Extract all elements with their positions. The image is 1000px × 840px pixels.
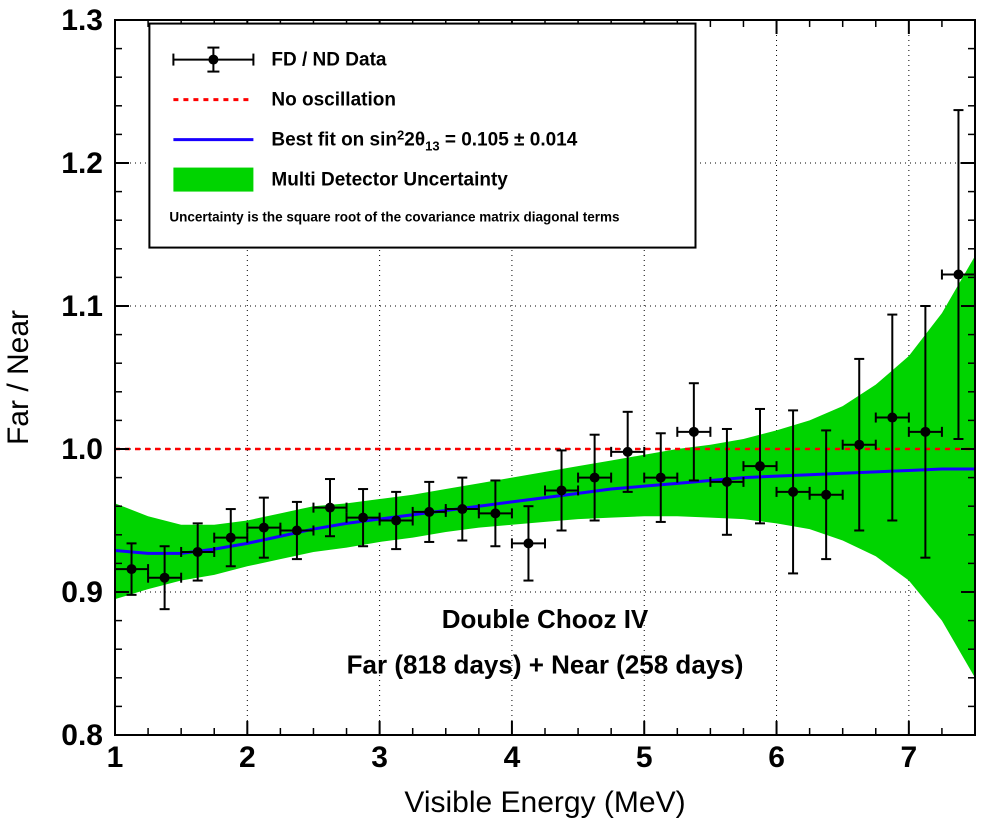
x-tick-label: 7 <box>901 741 918 774</box>
data-point <box>391 516 401 526</box>
data-point <box>160 573 170 583</box>
data-point <box>920 427 930 437</box>
y-tick-label: 0.9 <box>61 576 103 609</box>
data-point <box>127 564 137 574</box>
x-tick-label: 4 <box>504 741 521 774</box>
data-point <box>226 533 236 543</box>
chart-container: Double Chooz IV Far (818 days) + Near (25… <box>0 0 1000 840</box>
x-tick-label: 6 <box>768 741 785 774</box>
data-point <box>490 508 500 518</box>
data-point <box>358 513 368 523</box>
legend-label: No oscillation <box>271 90 396 111</box>
annotation-text: Far (818 days) + Near (258 days) <box>347 650 744 680</box>
data-point <box>292 526 302 536</box>
legend-label: Best fit on sin22θ13 = 0.105 ± 0.014 <box>271 128 577 154</box>
y-tick-label: 0.8 <box>61 719 103 752</box>
y-tick-label: 1.1 <box>61 290 103 323</box>
data-point <box>424 507 434 517</box>
data-point <box>523 538 533 548</box>
x-tick-label: 5 <box>636 741 653 774</box>
data-point <box>821 490 831 500</box>
data-point <box>854 440 864 450</box>
x-tick-label: 3 <box>371 741 388 774</box>
oscillation-ratio-chart: Double Chooz IV Far (818 days) + Near (25… <box>0 0 1000 840</box>
x-tick-label: 2 <box>239 741 256 774</box>
data-point <box>325 503 335 513</box>
data-point <box>887 413 897 423</box>
data-point <box>722 477 732 487</box>
data-point <box>623 447 633 457</box>
y-tick-label: 1.0 <box>61 433 103 466</box>
data-point <box>457 504 467 514</box>
data-point <box>557 485 567 495</box>
legend: FD / ND Data No oscillation Best fit on si… <box>149 24 695 248</box>
y-axis-label: Far / Near <box>2 310 35 445</box>
legend-label: FD / ND Data <box>271 50 387 71</box>
legend-label: Multi Detector Uncertainty <box>271 170 508 191</box>
data-point <box>193 547 203 557</box>
x-tick-label: 1 <box>107 741 124 774</box>
y-tick-label: 1.3 <box>61 4 103 37</box>
data-point <box>689 427 699 437</box>
data-point <box>788 487 798 497</box>
data-point <box>755 461 765 471</box>
data-point <box>953 270 963 280</box>
x-axis-label: Visible Energy (MeV) <box>404 786 685 819</box>
data-point <box>656 473 666 483</box>
y-tick-label: 1.2 <box>61 147 103 180</box>
annotation-text: Double Chooz IV <box>442 604 649 634</box>
data-point <box>259 523 269 533</box>
legend-note: Uncertainty is the square root of the co… <box>169 210 619 225</box>
data-point <box>590 473 600 483</box>
